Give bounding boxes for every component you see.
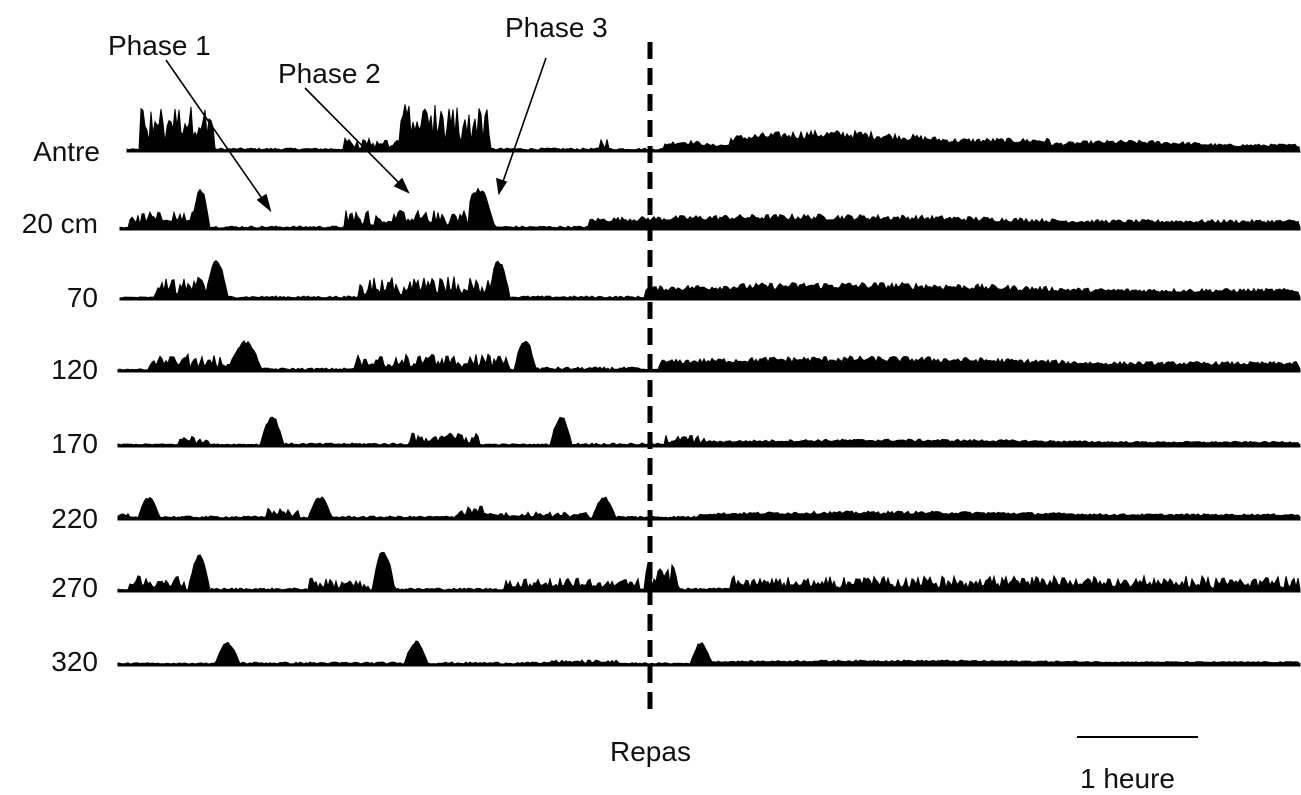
phase3-arrow [498, 57, 547, 194]
row-label-320: 320 [51, 646, 98, 677]
row-label-220: 220 [51, 503, 98, 534]
phase1-label: Phase 1 [108, 30, 211, 61]
trace-antre [126, 104, 1301, 153]
row-label-270: 270 [51, 572, 98, 603]
phase3-label: Phase 3 [505, 12, 608, 43]
trace-group [117, 104, 1301, 667]
trace-170 [117, 416, 1301, 448]
row-label-20cm: 20 cm [21, 208, 98, 239]
row-label-120: 120 [51, 354, 98, 385]
phase1-arrow [165, 59, 271, 211]
scale-label: 1 heure [1080, 763, 1175, 794]
phase2-label: Phase 2 [278, 58, 381, 89]
trace-320 [117, 640, 1301, 667]
phase2-arrow [304, 87, 409, 193]
trace-270 [117, 551, 1301, 593]
row-label-170: 170 [51, 428, 98, 459]
phase3-arrowhead [496, 177, 508, 196]
row-label-antre: Antre [33, 136, 100, 167]
phase-arrows [165, 57, 547, 213]
trace-120 [117, 340, 1301, 373]
trace-220 [117, 496, 1301, 521]
phase2-arrowhead [393, 177, 410, 194]
trace-20cm [119, 187, 1301, 231]
meal-label: Repas [610, 736, 691, 767]
phase1-arrowhead [256, 193, 272, 213]
trace-70 [119, 260, 1301, 301]
row-label-70: 70 [66, 282, 98, 313]
